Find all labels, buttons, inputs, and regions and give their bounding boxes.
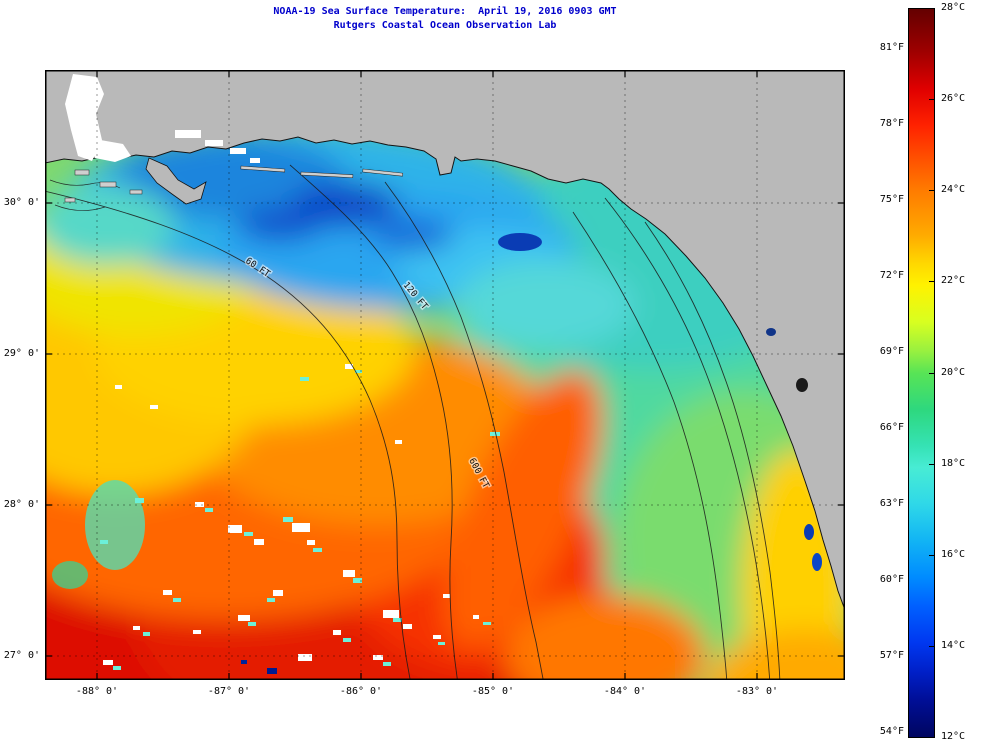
lon-tick-label: -88° 0'	[75, 686, 119, 697]
sst-map: 60 FT 120 FT 600 FT	[45, 70, 845, 680]
axis-ticks	[45, 70, 845, 680]
cloud-speckles	[52, 233, 542, 674]
barrier-islands	[64, 165, 404, 203]
bathymetry-contours	[45, 164, 781, 680]
sst-field	[45, 120, 845, 680]
colorbar-celsius-label: 20°C	[941, 367, 966, 378]
colorbar-tick	[929, 8, 935, 9]
lat-tick-label: 28° 0'	[3, 499, 40, 510]
colorbar-tick	[929, 555, 935, 556]
lat-tick-label: 29° 0'	[3, 348, 40, 359]
colorbar-fahrenheit-label: 63°F	[879, 498, 904, 509]
lon-tick-label: -86° 0'	[339, 686, 383, 697]
grid-lines	[45, 70, 845, 680]
colorbar-celsius-label: 22°C	[941, 275, 966, 286]
colorbar-fahrenheit-label: 57°F	[879, 650, 904, 661]
land-mass	[45, 70, 845, 611]
lat-tick-label: 30° 0'	[3, 197, 40, 208]
colorbar-celsius-label: 14°C	[941, 640, 966, 651]
colorbar-fahrenheit-label: 75°F	[879, 194, 904, 205]
colorbar-fahrenheit-label: 69°F	[879, 346, 904, 357]
colorbar-tick	[929, 99, 935, 100]
sst-map-canvas: 60 FT 120 FT 600 FT	[45, 70, 845, 680]
colorbar-tick	[929, 281, 935, 282]
colorbar-celsius-label: 12°C	[941, 731, 966, 742]
lon-tick-label: -84° 0'	[603, 686, 647, 697]
colorbar-tick	[929, 190, 935, 191]
colorbar-celsius-label: 16°C	[941, 549, 966, 560]
lon-tick-label: -85° 0'	[471, 686, 515, 697]
colorbar-tick	[929, 464, 935, 465]
colorbar-celsius-label: 18°C	[941, 458, 966, 469]
cloud-patch	[65, 74, 260, 163]
lon-tick-label: -83° 0'	[735, 686, 779, 697]
colorbar-tick	[929, 373, 935, 374]
page-subtitle: Rutgers Coastal Ocean Observation Lab	[333, 20, 557, 31]
colorbar-fahrenheit-label: 66°F	[879, 422, 904, 433]
colorbar-tick	[929, 646, 935, 647]
colorbar-tick	[929, 737, 935, 738]
colorbar-fahrenheit-label: 72°F	[879, 270, 904, 281]
mississippi-delta	[145, 157, 207, 205]
page-title: NOAA-19 Sea Surface Temperature: April 1…	[273, 6, 617, 17]
colorbar-celsius-label: 28°C	[941, 2, 966, 13]
colorbar-fahrenheit-label: 54°F	[879, 726, 904, 737]
colorbar-fahrenheit-label: 81°F	[879, 42, 904, 53]
lon-tick-label: -87° 0'	[207, 686, 251, 697]
colorbar-celsius-label: 26°C	[941, 93, 966, 104]
plot-border	[45, 70, 845, 680]
lat-tick-label: 27° 0'	[3, 650, 40, 661]
colorbar-fahrenheit-label: 60°F	[879, 574, 904, 585]
colorbar-celsius-label: 24°C	[941, 184, 966, 195]
coastal-bays	[766, 328, 822, 571]
colorbar-fahrenheit-label: 78°F	[879, 118, 904, 129]
